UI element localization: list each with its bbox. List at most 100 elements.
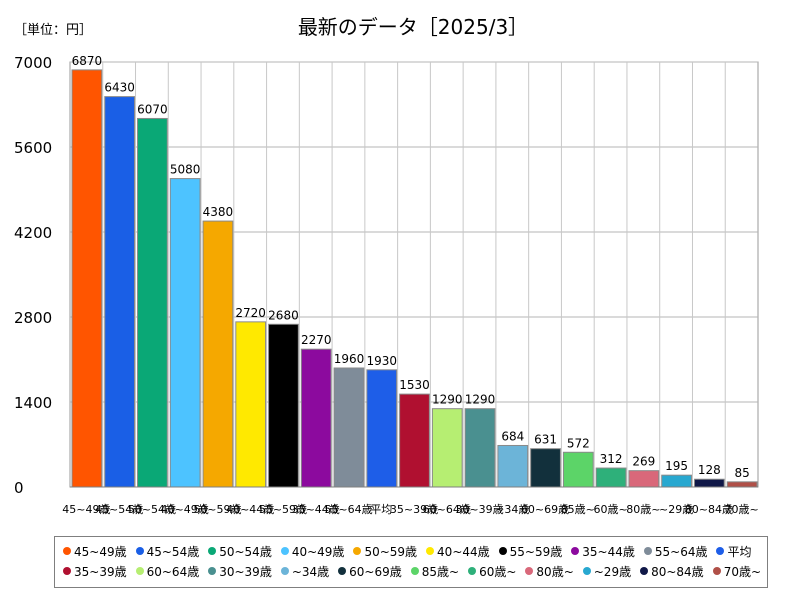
bar (333, 367, 365, 488)
x-tick-label: 80歳~ (626, 503, 660, 516)
legend-swatch (525, 567, 534, 575)
y-tick-label: 2800 (14, 309, 52, 327)
bar-data-label: 6070 (137, 102, 168, 116)
legend-label: 85歳~ (421, 564, 460, 579)
chart-title: 最新のデータ［2025/3］ (298, 15, 528, 39)
x-tick-label: 50~54歳 (128, 503, 176, 516)
bar-data-label: 6430 (104, 81, 135, 95)
legend-item: 55~59歳 (498, 543, 563, 560)
bar-data-label: 128 (698, 463, 721, 477)
x-tick-label: ~34歳 (495, 503, 529, 516)
legend-label: 60~69歳 (349, 564, 402, 579)
legend-label: 45~49歳 (74, 544, 127, 559)
legend-item: 60歳~ (468, 563, 516, 580)
bar (399, 393, 430, 488)
x-tick-label: 30~39歳 (455, 503, 503, 516)
legend-label: 平均 (727, 544, 752, 559)
legend-swatch (582, 567, 591, 575)
bar (431, 408, 463, 488)
legend-label: 55~59歳 (509, 544, 563, 559)
bar-data-label: 269 (632, 455, 655, 469)
bar-data-label: 1530 (399, 378, 430, 392)
legend-item: 45~49歳 (63, 543, 127, 560)
legend-swatch (280, 547, 289, 555)
legend-item: 40~49歳 (280, 543, 345, 560)
legend-item: 60~69歳 (338, 563, 402, 580)
x-tick-label: 60歳~ (593, 503, 627, 516)
bar-data-label: 2680 (268, 308, 299, 322)
legend-swatch (280, 567, 289, 575)
legend-label: 45~54歳 (146, 544, 200, 559)
x-tick-label: 55~64歳 (324, 503, 372, 516)
legend-swatch (712, 567, 721, 575)
bar (693, 478, 725, 488)
legend-label: 30~39歳 (219, 564, 272, 579)
legend-item: 35~39歳 (63, 563, 127, 580)
bar (366, 369, 398, 488)
legend-swatch (135, 567, 144, 575)
legend-label: ~29歳 (593, 564, 632, 579)
x-tick-label: 55~59歳 (259, 503, 307, 516)
bar (628, 470, 660, 488)
legend-label: 80歳~ (536, 564, 574, 579)
y-tick-label: 5600 (14, 139, 52, 157)
bar (497, 444, 529, 488)
bar-data-label: 6870 (72, 54, 103, 68)
bar-data-label: 1290 (432, 393, 463, 407)
bar (530, 448, 561, 488)
legend-swatch (353, 547, 362, 555)
legend-item: 35~44歳 (571, 543, 635, 560)
legend-swatch (63, 547, 71, 555)
x-tick-label: ~29歳 (659, 503, 693, 516)
x-tick-label: 70歳~ (725, 503, 759, 516)
x-tick-label: 85歳~ (561, 503, 595, 516)
legend: 45~49歳 45~54歳 50~54歳 40~49歳 50~59歳 40~44歳 55~5… (54, 536, 768, 588)
legend-label: 35~39歳 (74, 564, 127, 579)
bar-data-label: 1290 (465, 393, 496, 407)
bar (268, 323, 299, 488)
legend-swatch (63, 567, 71, 575)
legend-label: 35~44歳 (582, 544, 635, 559)
legend-item: 85歳~ (410, 563, 460, 580)
legend-item: 30~39歳 (208, 563, 272, 580)
legend-label: 40~49歳 (291, 544, 345, 559)
bar (104, 96, 136, 488)
bar (595, 467, 627, 488)
legend-item: 50~54歳 (208, 543, 272, 560)
legend-swatch (640, 567, 649, 575)
legend-swatch (716, 547, 725, 555)
legend-row: 35~39歳 60~64歳 30~39歳 ~34歳 60~69歳 85歳~ 60歳~ 80歳~… (63, 561, 761, 581)
x-tick-label: 60~64歳 (423, 503, 471, 516)
bar (300, 348, 332, 488)
axis-layer: 01400280042005600700045~49歳45~54歳50~54歳4… (14, 54, 759, 516)
legend-label: 40~44歳 (437, 544, 490, 559)
bar-data-label: 1960 (334, 352, 365, 366)
x-tick-label: 35~44歳 (292, 503, 340, 516)
bar-data-label: 684 (501, 429, 524, 443)
legend-item: 80歳~ (525, 563, 574, 580)
legend-label: 50~54歳 (219, 544, 272, 559)
x-tick-label: 40~44歳 (226, 503, 274, 516)
legend-item: ~29歳 (582, 563, 632, 580)
x-tick-label: 60~69歳 (521, 503, 569, 516)
bar-data-label: 5080 (170, 163, 201, 177)
legend-label: 55~64歳 (654, 544, 708, 559)
legend-item: 45~54歳 (135, 543, 200, 560)
bar-data-label: 1930 (366, 354, 397, 368)
legend-item: 60~64歳 (135, 563, 199, 580)
legend-item: 50~59歳 (353, 543, 417, 560)
legend-item: 平均 (716, 543, 752, 560)
legend-swatch (208, 567, 217, 575)
legend-label: 50~59歳 (364, 544, 418, 559)
bar-data-label: 2720 (235, 306, 266, 320)
unit-label: ［単位：円］ (14, 22, 92, 38)
x-tick-label: 40~49歳 (161, 503, 209, 516)
bar-data-label: 572 (567, 436, 590, 450)
legend-label: 80~84歳 (651, 564, 704, 579)
legend-swatch (410, 567, 419, 575)
bar-data-label: 4380 (203, 205, 234, 219)
legend-swatch (643, 547, 652, 555)
legend-label: ~34歳 (291, 564, 330, 579)
